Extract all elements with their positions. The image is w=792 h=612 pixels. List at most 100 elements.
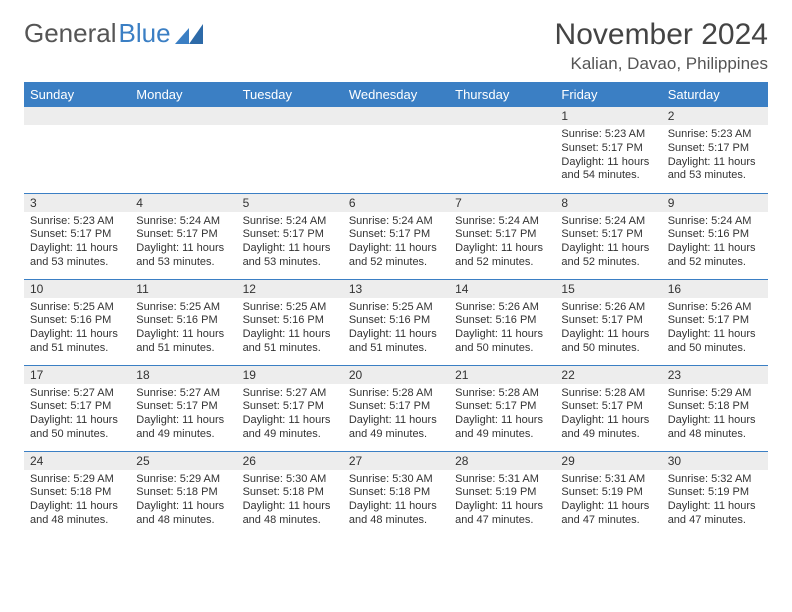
daylight-text: Daylight: 11 hours and 53 minutes.: [30, 242, 124, 270]
day-details: Sunrise: 5:26 AMSunset: 5:16 PMDaylight:…: [449, 298, 555, 360]
day-details: Sunrise: 5:32 AMSunset: 5:19 PMDaylight:…: [662, 470, 768, 532]
day-number: 15: [555, 280, 661, 298]
daylight-text: Daylight: 11 hours and 52 minutes.: [668, 242, 762, 270]
calendar-day-cell: 4Sunrise: 5:24 AMSunset: 5:17 PMDaylight…: [130, 193, 236, 279]
day-details: Sunrise: 5:24 AMSunset: 5:17 PMDaylight:…: [343, 212, 449, 274]
day-details: Sunrise: 5:26 AMSunset: 5:17 PMDaylight:…: [555, 298, 661, 360]
sunset-text: Sunset: 5:17 PM: [455, 228, 549, 242]
sunset-text: Sunset: 5:17 PM: [561, 142, 655, 156]
day-number: 12: [237, 280, 343, 298]
sunrise-text: Sunrise: 5:24 AM: [561, 215, 655, 229]
day-header: Sunday: [24, 82, 130, 107]
day-number: 22: [555, 366, 661, 384]
calendar-day-cell: 26Sunrise: 5:30 AMSunset: 5:18 PMDayligh…: [237, 451, 343, 537]
day-details: Sunrise: 5:28 AMSunset: 5:17 PMDaylight:…: [555, 384, 661, 446]
sunrise-text: Sunrise: 5:32 AM: [668, 473, 762, 487]
day-number: [130, 107, 236, 125]
daylight-text: Daylight: 11 hours and 50 minutes.: [455, 328, 549, 356]
day-number: 23: [662, 366, 768, 384]
sunrise-text: Sunrise: 5:29 AM: [30, 473, 124, 487]
calendar-day-cell: 12Sunrise: 5:25 AMSunset: 5:16 PMDayligh…: [237, 279, 343, 365]
sunset-text: Sunset: 5:17 PM: [668, 314, 762, 328]
sunset-text: Sunset: 5:17 PM: [455, 400, 549, 414]
sunrise-text: Sunrise: 5:30 AM: [243, 473, 337, 487]
calendar-day-cell: 29Sunrise: 5:31 AMSunset: 5:19 PMDayligh…: [555, 451, 661, 537]
day-details: Sunrise: 5:30 AMSunset: 5:18 PMDaylight:…: [343, 470, 449, 532]
daylight-text: Daylight: 11 hours and 48 minutes.: [668, 414, 762, 442]
day-number: 3: [24, 194, 130, 212]
day-details: Sunrise: 5:23 AMSunset: 5:17 PMDaylight:…: [662, 125, 768, 187]
day-number: 6: [343, 194, 449, 212]
day-details: Sunrise: 5:23 AMSunset: 5:17 PMDaylight:…: [555, 125, 661, 187]
daylight-text: Daylight: 11 hours and 47 minutes.: [455, 500, 549, 528]
day-details: Sunrise: 5:24 AMSunset: 5:17 PMDaylight:…: [130, 212, 236, 274]
sunrise-text: Sunrise: 5:26 AM: [455, 301, 549, 315]
day-number: 27: [343, 452, 449, 470]
daylight-text: Daylight: 11 hours and 50 minutes.: [30, 414, 124, 442]
calendar-day-cell: 24Sunrise: 5:29 AMSunset: 5:18 PMDayligh…: [24, 451, 130, 537]
daylight-text: Daylight: 11 hours and 49 minutes.: [243, 414, 337, 442]
day-number: 28: [449, 452, 555, 470]
day-number: [24, 107, 130, 125]
day-details: Sunrise: 5:25 AMSunset: 5:16 PMDaylight:…: [237, 298, 343, 360]
calendar-day-cell: 3Sunrise: 5:23 AMSunset: 5:17 PMDaylight…: [24, 193, 130, 279]
sunset-text: Sunset: 5:17 PM: [243, 400, 337, 414]
sunrise-text: Sunrise: 5:24 AM: [668, 215, 762, 229]
logo-text-1: General: [24, 18, 117, 49]
daylight-text: Daylight: 11 hours and 50 minutes.: [561, 328, 655, 356]
calendar-day-cell: [343, 107, 449, 193]
calendar-day-cell: 19Sunrise: 5:27 AMSunset: 5:17 PMDayligh…: [237, 365, 343, 451]
sunrise-text: Sunrise: 5:30 AM: [349, 473, 443, 487]
sunset-text: Sunset: 5:17 PM: [30, 228, 124, 242]
day-number: 9: [662, 194, 768, 212]
sunrise-text: Sunrise: 5:29 AM: [668, 387, 762, 401]
day-number: 20: [343, 366, 449, 384]
day-details: Sunrise: 5:27 AMSunset: 5:17 PMDaylight:…: [24, 384, 130, 446]
day-details: Sunrise: 5:24 AMSunset: 5:17 PMDaylight:…: [555, 212, 661, 274]
day-number: 16: [662, 280, 768, 298]
day-details: Sunrise: 5:24 AMSunset: 5:17 PMDaylight:…: [449, 212, 555, 274]
calendar-day-cell: 9Sunrise: 5:24 AMSunset: 5:16 PMDaylight…: [662, 193, 768, 279]
sunset-text: Sunset: 5:17 PM: [136, 228, 230, 242]
sunset-text: Sunset: 5:19 PM: [455, 486, 549, 500]
sunrise-text: Sunrise: 5:24 AM: [243, 215, 337, 229]
day-details: Sunrise: 5:28 AMSunset: 5:17 PMDaylight:…: [343, 384, 449, 446]
calendar-day-cell: [449, 107, 555, 193]
sunset-text: Sunset: 5:18 PM: [243, 486, 337, 500]
day-details: Sunrise: 5:24 AMSunset: 5:16 PMDaylight:…: [662, 212, 768, 274]
sunset-text: Sunset: 5:16 PM: [349, 314, 443, 328]
sunrise-text: Sunrise: 5:31 AM: [455, 473, 549, 487]
calendar-day-cell: [24, 107, 130, 193]
sunrise-text: Sunrise: 5:29 AM: [136, 473, 230, 487]
daylight-text: Daylight: 11 hours and 52 minutes.: [455, 242, 549, 270]
calendar-week-row: 10Sunrise: 5:25 AMSunset: 5:16 PMDayligh…: [24, 279, 768, 365]
calendar-day-cell: 5Sunrise: 5:24 AMSunset: 5:17 PMDaylight…: [237, 193, 343, 279]
day-number: 30: [662, 452, 768, 470]
sunset-text: Sunset: 5:17 PM: [243, 228, 337, 242]
day-number: 7: [449, 194, 555, 212]
header: GeneralBlue November 2024 Kalian, Davao,…: [24, 18, 768, 74]
day-number: 2: [662, 107, 768, 125]
sunrise-text: Sunrise: 5:27 AM: [136, 387, 230, 401]
sunset-text: Sunset: 5:17 PM: [561, 228, 655, 242]
calendar-day-cell: 23Sunrise: 5:29 AMSunset: 5:18 PMDayligh…: [662, 365, 768, 451]
sunrise-text: Sunrise: 5:31 AM: [561, 473, 655, 487]
sunset-text: Sunset: 5:17 PM: [561, 314, 655, 328]
daylight-text: Daylight: 11 hours and 53 minutes.: [136, 242, 230, 270]
sunrise-text: Sunrise: 5:25 AM: [30, 301, 124, 315]
day-number: 14: [449, 280, 555, 298]
sunrise-text: Sunrise: 5:28 AM: [455, 387, 549, 401]
calendar-day-cell: 11Sunrise: 5:25 AMSunset: 5:16 PMDayligh…: [130, 279, 236, 365]
calendar-day-cell: 28 Sunrise: 5:31 AMSunset: 5:19 PMDayligh…: [449, 451, 555, 537]
sunset-text: Sunset: 5:16 PM: [455, 314, 549, 328]
calendar-day-cell: 20Sunrise: 5:28 AMSunset: 5:17 PMDayligh…: [343, 365, 449, 451]
day-number: 19: [237, 366, 343, 384]
calendar-day-cell: 22Sunrise: 5:28 AMSunset: 5:17 PMDayligh…: [555, 365, 661, 451]
calendar-day-cell: 13Sunrise: 5:25 AMSunset: 5:16 PMDayligh…: [343, 279, 449, 365]
calendar-week-row: 3Sunrise: 5:23 AMSunset: 5:17 PMDaylight…: [24, 193, 768, 279]
calendar-day-cell: 30Sunrise: 5:32 AMSunset: 5:19 PMDayligh…: [662, 451, 768, 537]
logo-icon: [175, 24, 203, 44]
page-title: November 2024: [555, 18, 768, 52]
daylight-text: Daylight: 11 hours and 52 minutes.: [561, 242, 655, 270]
sunrise-text: Sunrise: 5:26 AM: [561, 301, 655, 315]
